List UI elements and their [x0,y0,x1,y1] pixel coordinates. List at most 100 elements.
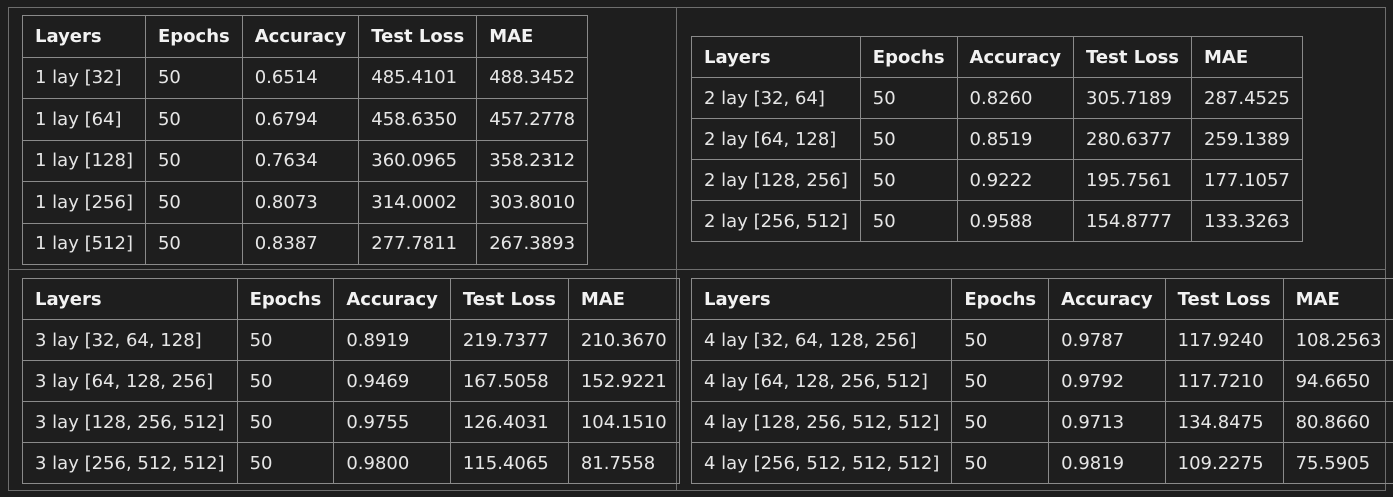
cell-accuracy: 0.9800 [333,442,451,484]
cell-layers: 4 lay [256, 512, 512, 512] [690,442,953,484]
table-row: 1 lay [128] 50 0.7634 360.0965 358.2312 [22,139,589,182]
cell-epochs: 50 [236,442,335,484]
cell-accuracy: 0.6794 [241,98,360,141]
column-header-mae: MAE [567,278,680,320]
cell-accuracy: 0.9713 [1048,401,1166,443]
cell-test-loss: 154.8777 [1073,200,1192,242]
cell-epochs: 50 [859,77,958,119]
cell-layers: 2 lay [128, 256] [691,159,861,201]
column-header-layers: Layers [22,278,238,320]
cell-layers: 1 lay [64] [22,98,146,141]
cell-accuracy: 0.9222 [956,159,1075,201]
cell-mae: 358.2312 [476,139,589,182]
cell-layers: 2 lay [32, 64] [691,77,861,119]
grid-divider-vertical [676,7,677,491]
table-row: 4 lay [256, 512, 512, 512] 50 0.9819 109.22… [690,442,1393,484]
cell-epochs: 50 [236,319,335,361]
cell-accuracy: 0.7634 [241,139,360,182]
cell-mae: 210.3670 [567,319,680,361]
cell-layers: 1 lay [128] [22,139,146,182]
cell-mae: 152.9221 [567,360,680,402]
cell-test-loss: 305.7189 [1073,77,1192,119]
cell-test-loss: 167.5058 [449,360,569,402]
cell-test-loss: 109.2275 [1164,442,1284,484]
column-header-mae: MAE [1282,278,1393,320]
column-header-accuracy: Accuracy [333,278,451,320]
table-row: 1 lay [64] 50 0.6794 458.6350 457.2778 [22,98,589,141]
results-table-3-layer: Layers Epochs Accuracy Test Loss MAE 3 lay [3… [22,278,680,484]
table-row: 4 lay [64, 128, 256, 512] 50 0.9792 117.721… [690,360,1393,402]
cell-test-loss: 126.4031 [449,401,569,443]
table-row: 2 lay [64, 128] 50 0.8519 280.6377 259.1389 [691,118,1303,160]
cell-mae: 457.2778 [476,98,589,141]
cell-layers: 3 lay [32, 64, 128] [22,319,238,361]
table-row: 1 lay [256] 50 0.8073 314.0002 303.8010 [22,181,589,224]
column-header-layers: Layers [22,15,146,58]
cell-accuracy: 0.8260 [956,77,1075,119]
cell-test-loss: 458.6350 [358,98,478,141]
column-header-layers: Layers [691,36,861,78]
grid-frame [8,7,1386,491]
cell-epochs: 50 [144,56,243,99]
cell-layers: 2 lay [64, 128] [691,118,861,160]
cell-test-loss: 219.7377 [449,319,569,361]
column-header-test-loss: Test Loss [1164,278,1284,320]
cell-epochs: 50 [144,139,243,182]
cell-mae: 75.5905 [1282,442,1393,484]
table-row: 3 lay [128, 256, 512] 50 0.9755 126.4031 104… [22,401,680,443]
cell-test-loss: 360.0965 [358,139,478,182]
cell-test-loss: 280.6377 [1073,118,1192,160]
cell-accuracy: 0.9469 [333,360,451,402]
cell-mae: 94.6650 [1282,360,1393,402]
cell-test-loss: 117.7210 [1164,360,1284,402]
cell-test-loss: 485.4101 [358,56,478,99]
cell-mae: 177.1057 [1191,159,1303,201]
cell-layers: 3 lay [128, 256, 512] [22,401,238,443]
table-header-row: Layers Epochs Accuracy Test Loss MAE [690,278,1393,320]
cell-epochs: 50 [951,319,1050,361]
column-header-layers: Layers [690,278,953,320]
table-row: 2 lay [32, 64] 50 0.8260 305.7189 287.4525 [691,77,1303,119]
column-header-epochs: Epochs [144,15,243,58]
cell-epochs: 50 [859,159,958,201]
cell-mae: 81.7558 [567,442,680,484]
cell-accuracy: 0.8919 [333,319,451,361]
cell-epochs: 50 [144,98,243,141]
table-row: 4 lay [32, 64, 128, 256] 50 0.9787 117.9240… [690,319,1393,361]
cell-accuracy: 0.9819 [1048,442,1166,484]
cell-epochs: 50 [236,360,335,402]
cell-layers: 2 lay [256, 512] [691,200,861,242]
cell-accuracy: 0.9787 [1048,319,1166,361]
cell-mae: 287.4525 [1191,77,1303,119]
table-row: 2 lay [128, 256] 50 0.9222 195.7561 177.1057 [691,159,1303,201]
cell-test-loss: 117.9240 [1164,319,1284,361]
table-row: 1 lay [512] 50 0.8387 277.7811 267.3893 [22,222,589,265]
cell-layers: 4 lay [32, 64, 128, 256] [690,319,953,361]
column-header-epochs: Epochs [859,36,958,78]
cell-layers: 3 lay [256, 512, 512] [22,442,238,484]
cell-epochs: 50 [951,442,1050,484]
cell-accuracy: 0.9792 [1048,360,1166,402]
results-table-2-layer: Layers Epochs Accuracy Test Loss MAE 2 lay [3… [691,36,1303,242]
cell-test-loss: 277.7811 [358,222,478,265]
column-header-accuracy: Accuracy [1048,278,1166,320]
table-header-row: Layers Epochs Accuracy Test Loss MAE [22,15,589,58]
cell-mae: 267.3893 [476,222,589,265]
cell-mae: 80.8660 [1282,401,1393,443]
cell-mae: 108.2563 [1282,319,1393,361]
cell-mae: 104.1510 [567,401,680,443]
cell-accuracy: 0.8387 [241,222,360,265]
table-row: 4 lay [128, 256, 512, 512] 50 0.9713 134.84… [690,401,1393,443]
cell-accuracy: 0.8073 [241,181,360,224]
cell-epochs: 50 [859,118,958,160]
cell-epochs: 50 [144,222,243,265]
cell-epochs: 50 [236,401,335,443]
cell-mae: 259.1389 [1191,118,1303,160]
table-row: 3 lay [256, 512, 512] 50 0.9800 115.4065 81.… [22,442,680,484]
cell-layers: 4 lay [128, 256, 512, 512] [690,401,953,443]
cell-epochs: 50 [144,181,243,224]
column-header-epochs: Epochs [236,278,335,320]
cell-layers: 3 lay [64, 128, 256] [22,360,238,402]
column-header-accuracy: Accuracy [241,15,360,58]
grid-divider-horizontal [8,269,1386,270]
